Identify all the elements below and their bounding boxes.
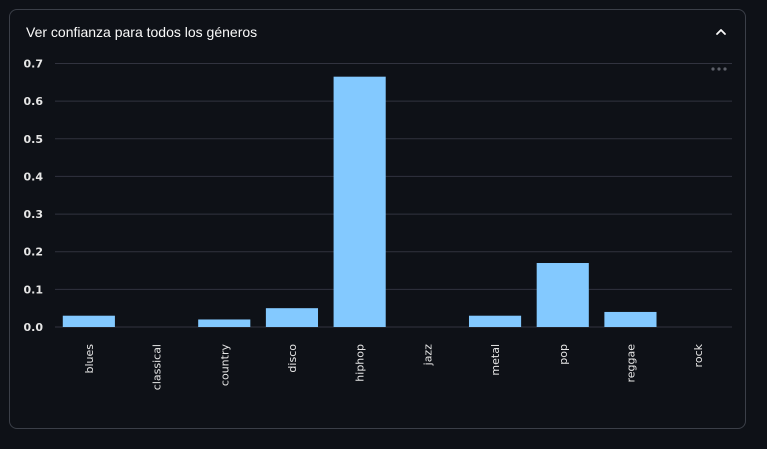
- y-tick-label: 0.2: [24, 246, 44, 259]
- x-tick-label-hiphop: hiphop: [354, 344, 367, 382]
- x-tick-label-rock: rock: [692, 343, 705, 367]
- bar-blues[interactable]: [62, 315, 115, 327]
- x-tick-label-reggae: reggae: [624, 344, 637, 383]
- more-horizontal-icon[interactable]: [710, 65, 728, 73]
- y-tick-label: 0.7: [24, 58, 44, 71]
- x-tick-label-blues: blues: [83, 344, 96, 374]
- x-tick-label-jazz: jazz: [421, 344, 434, 367]
- x-tick-label-pop: pop: [557, 344, 570, 365]
- expander-panel: Ver confianza para todos los géneros 0.0…: [9, 9, 746, 429]
- bars: [62, 76, 657, 327]
- x-tick-label-classical: classical: [151, 344, 164, 390]
- bar-pop[interactable]: [536, 263, 589, 327]
- bar-disco[interactable]: [265, 308, 319, 327]
- y-tick-label: 0.4: [24, 170, 44, 183]
- bar-metal[interactable]: [468, 315, 522, 327]
- y-tick-label: 0.0: [24, 321, 44, 334]
- x-tick-label-disco: disco: [286, 344, 299, 373]
- expander-title: Ver confianza para todos los géneros: [26, 24, 258, 40]
- y-tick-label: 0.3: [24, 208, 44, 221]
- x-axis-ticks: blues classical country disco hiphop jazz meta…: [83, 343, 705, 390]
- bar-country[interactable]: [198, 319, 251, 327]
- y-tick-label: 0.5: [24, 133, 44, 146]
- chevron-up-icon[interactable]: [713, 24, 729, 40]
- y-axis-ticks: 0.0 0.1 0.2 0.3 0.4 0.5 0.6 0.7: [24, 58, 44, 335]
- x-tick-label-country: country: [218, 344, 231, 387]
- y-tick-label: 0.1: [24, 283, 44, 296]
- expander-header[interactable]: Ver confianza para todos los géneros: [10, 10, 745, 54]
- grid-lines: [55, 63, 732, 328]
- bar-reggae[interactable]: [604, 311, 657, 327]
- bar-hiphop[interactable]: [333, 76, 386, 327]
- y-tick-label: 0.6: [24, 95, 44, 108]
- x-tick-label-metal: metal: [489, 344, 502, 376]
- bar-chart: 0.0 0.1 0.2 0.3 0.4 0.5 0.6 0.7 blues classical c…: [24, 58, 732, 390]
